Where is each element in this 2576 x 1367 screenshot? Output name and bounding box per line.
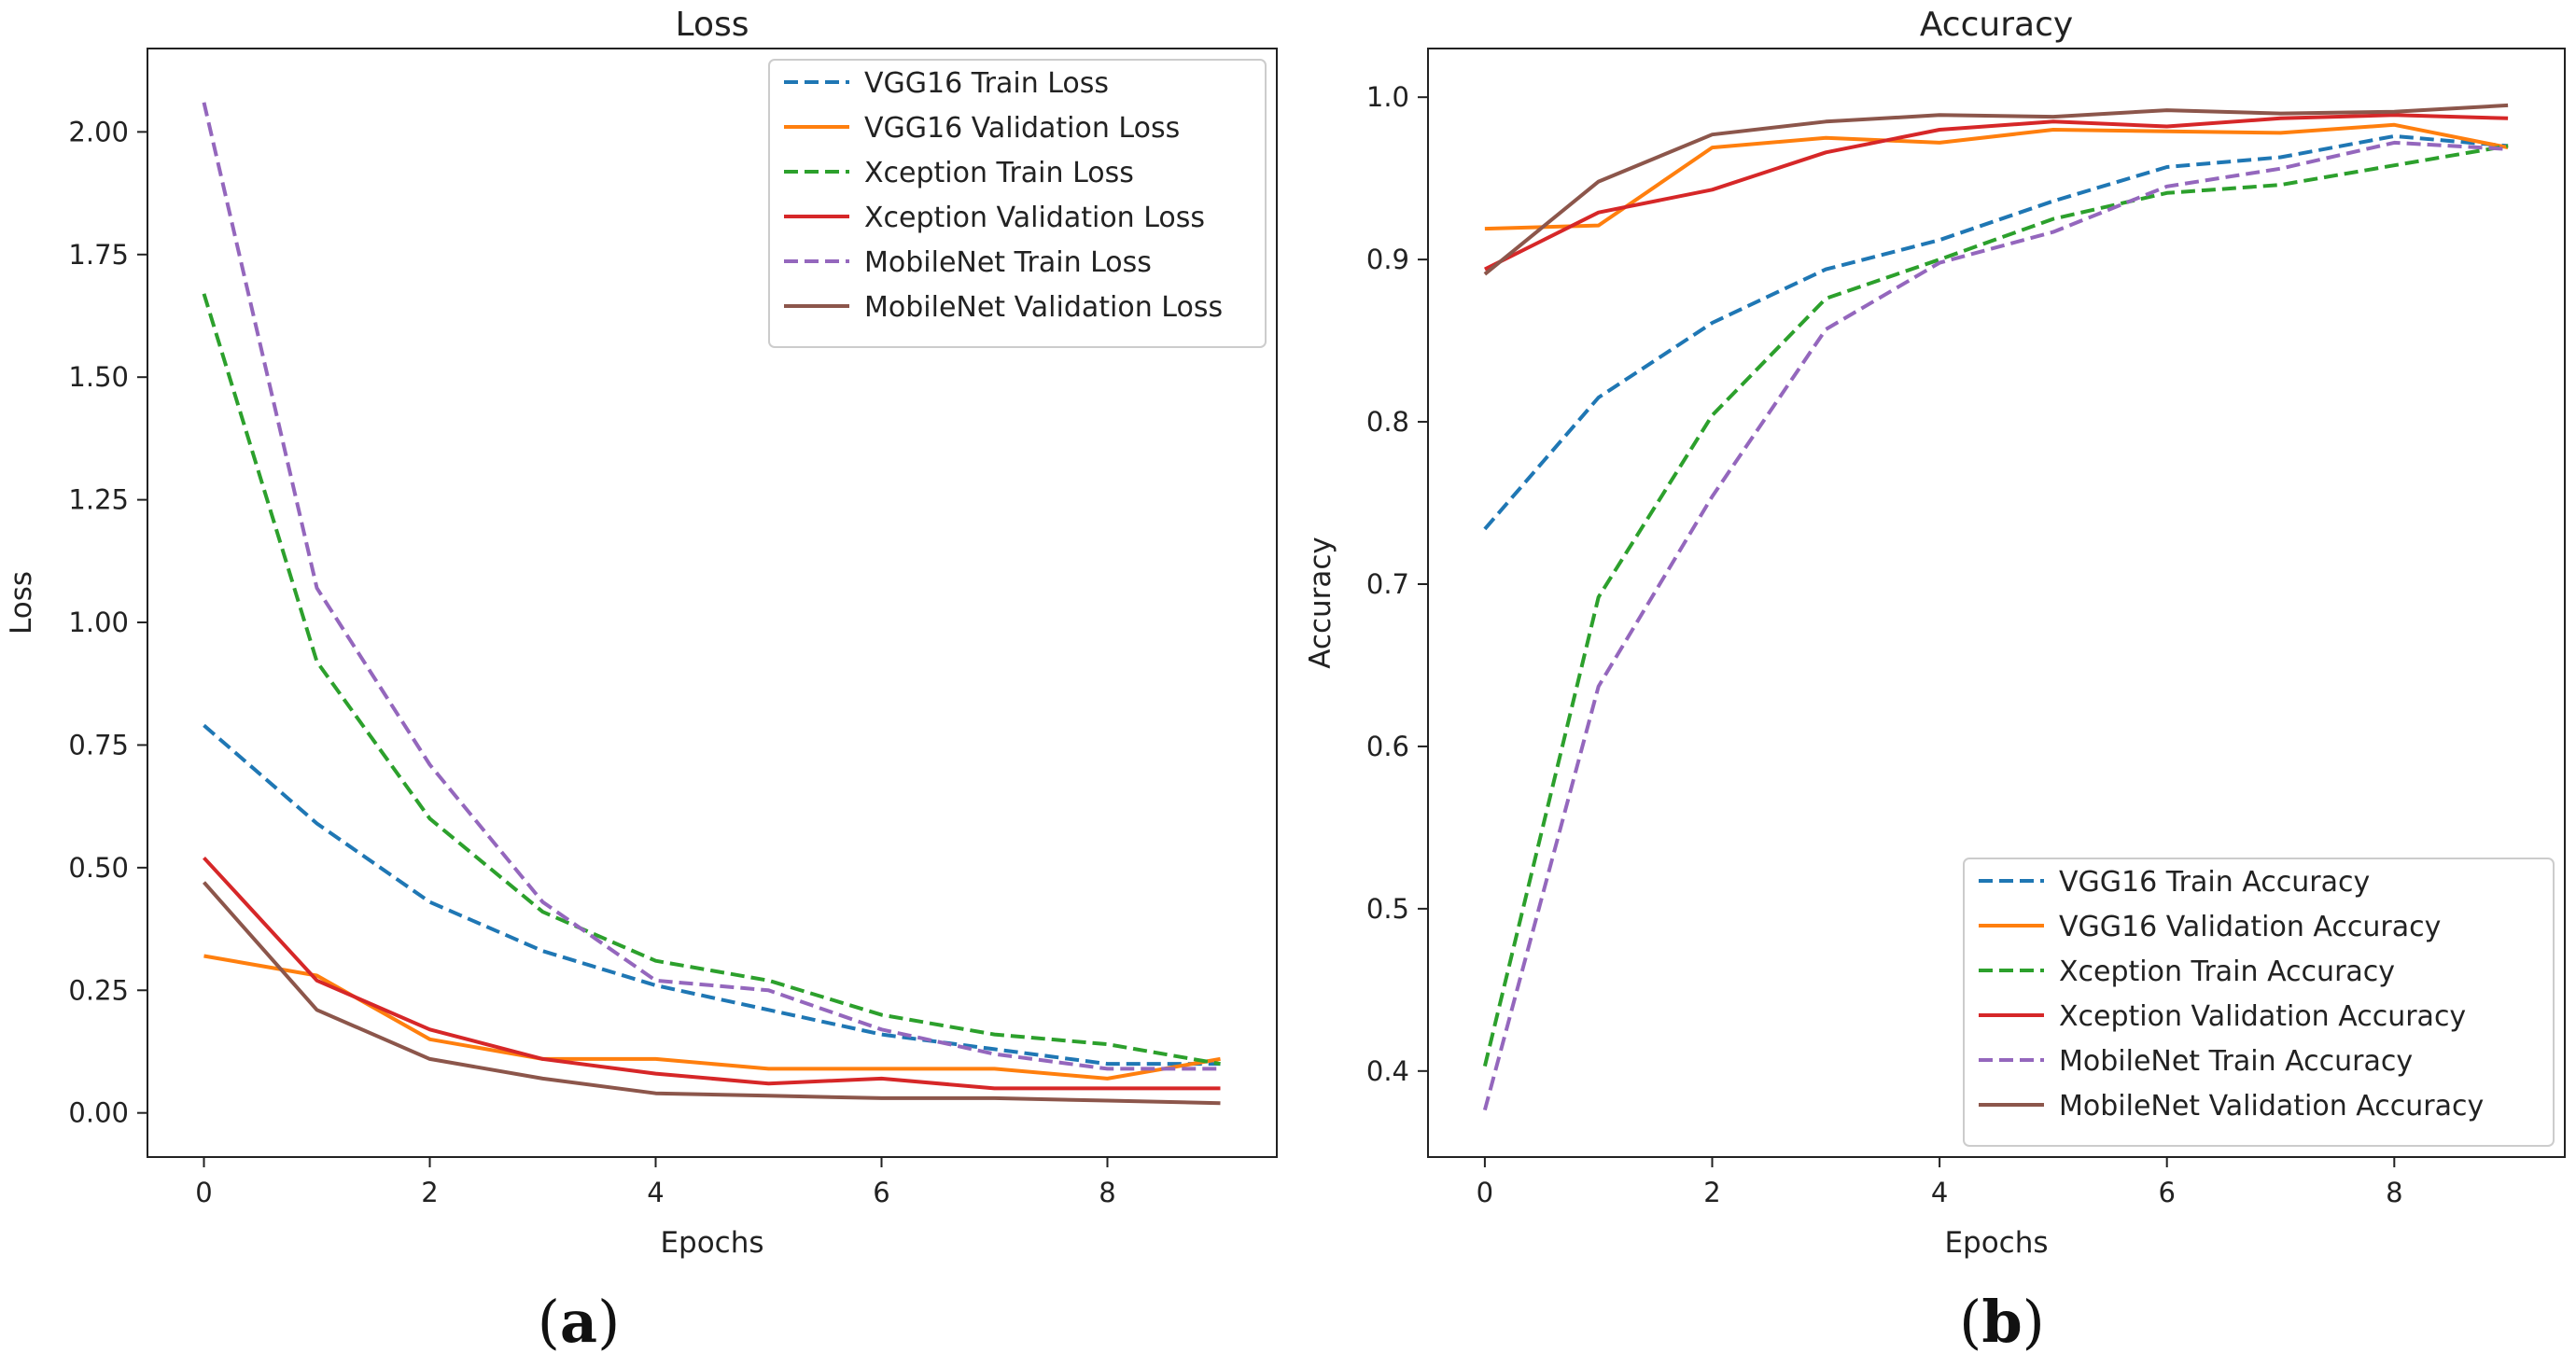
series-line-4 bbox=[1484, 113, 2509, 272]
series-line-3 bbox=[202, 293, 1221, 1067]
legend-entry: Xception Train Accuracy bbox=[2059, 956, 2395, 988]
legend-frame bbox=[768, 59, 1267, 348]
x-tick-label: 0 bbox=[1477, 1177, 1493, 1208]
x-tick-label: 0 bbox=[195, 1177, 212, 1208]
x-tick-label: 4 bbox=[1931, 1177, 1948, 1208]
panel-label: (b) bbox=[1959, 1288, 2045, 1356]
series-line-4 bbox=[203, 856, 1221, 1091]
y-tick-label: 0.5 bbox=[1366, 893, 1409, 925]
legend-entry: Xception Validation Accuracy bbox=[2059, 1000, 2466, 1033]
legend-entry: MobileNet Train Accuracy bbox=[2059, 1045, 2413, 1078]
legend-entry: MobileNet Validation Accuracy bbox=[2059, 1090, 2484, 1123]
panel-label-open: ( bbox=[1959, 1288, 1981, 1356]
plot-frame bbox=[1427, 48, 2566, 1158]
series-line-1 bbox=[1483, 133, 2509, 531]
legend-entry: MobileNet Train Loss bbox=[864, 246, 1152, 279]
y-tick-label: 1.50 bbox=[68, 361, 129, 393]
chart-panel-2: Accuracy 0 2 4 6 8 0.4 0.5 0.6 0.7 0.8 0.9 1.0 Epochs… bbox=[1304, 6, 2566, 1356]
legend: VGG16 Train Accuracy VGG16 Validation Acc… bbox=[1963, 858, 2555, 1147]
panel-label-letter: a bbox=[560, 1288, 597, 1356]
plot-frame bbox=[147, 48, 1278, 1158]
x-tick-label: 8 bbox=[2386, 1177, 2402, 1208]
series-line-2 bbox=[203, 954, 1221, 1081]
y-axis-label: Accuracy bbox=[1304, 537, 1337, 669]
legend-entry: VGG16 Validation Accuracy bbox=[2059, 911, 2441, 943]
y-tick-label: 0.00 bbox=[68, 1097, 129, 1129]
chart-panel-1: Loss 0 2 4 6 8 0.00 0.25 0.50 0.75 1.00 1.25 1.50 1.7… bbox=[5, 6, 1278, 1356]
y-tick-label: 0.8 bbox=[1366, 406, 1409, 438]
legend-entry: Xception Train Loss bbox=[864, 157, 1134, 189]
y-tick-label: 0.75 bbox=[68, 729, 129, 760]
legend: VGG16 Train Loss VGG16 Validation Loss Xce… bbox=[768, 59, 1267, 348]
y-tick-label: 0.50 bbox=[68, 852, 129, 884]
y-tick-label: 1.00 bbox=[68, 607, 129, 638]
series-line-3 bbox=[1482, 144, 2509, 1067]
y-tick-label: 0.9 bbox=[1366, 244, 1409, 275]
x-tick-label: 4 bbox=[647, 1177, 664, 1208]
x-tick-label: 6 bbox=[2158, 1177, 2175, 1208]
series-line-5 bbox=[1482, 140, 2509, 1111]
legend-entry: VGG16 Train Accuracy bbox=[2059, 866, 2370, 899]
y-tick-label: 0.4 bbox=[1366, 1055, 1409, 1087]
x-tick-label: 2 bbox=[421, 1177, 438, 1208]
legend-frame bbox=[1963, 858, 2555, 1147]
panel-label-close: ) bbox=[2023, 1288, 2045, 1356]
y-tick-label: 0.25 bbox=[68, 974, 129, 1006]
series-line-2 bbox=[1484, 122, 2509, 231]
series-line-6 bbox=[203, 881, 1221, 1106]
legend-entry: MobileNet Validation Loss bbox=[864, 291, 1223, 324]
legend-entry: VGG16 Train Loss bbox=[864, 67, 1109, 100]
x-tick-label: 8 bbox=[1099, 1177, 1115, 1208]
y-tick-label: 0.6 bbox=[1366, 731, 1409, 762]
x-tick-label: 6 bbox=[873, 1177, 889, 1208]
x-axis-label: Epochs bbox=[660, 1226, 763, 1260]
x-axis-label: Epochs bbox=[1944, 1226, 2048, 1260]
x-tick-label: 2 bbox=[1703, 1177, 1720, 1208]
y-tick-label: 1.0 bbox=[1366, 81, 1409, 113]
y-tick-label: 1.25 bbox=[68, 484, 129, 516]
chart-title: Accuracy bbox=[1920, 6, 2073, 44]
y-tick-label: 0.7 bbox=[1366, 568, 1409, 600]
chart-title: Loss bbox=[676, 6, 749, 44]
y-axis-label: Loss bbox=[5, 571, 38, 635]
series-line-5 bbox=[202, 102, 1221, 1071]
legend-entry: VGG16 Validation Loss bbox=[864, 112, 1180, 145]
y-tick-label: 2.00 bbox=[68, 116, 129, 147]
legend-entry: Xception Validation Loss bbox=[864, 202, 1205, 234]
panel-label-letter: b bbox=[1981, 1288, 2022, 1356]
y-tick-label: 1.75 bbox=[68, 239, 129, 271]
series-line-1 bbox=[203, 723, 1221, 1067]
panel-label-close: ) bbox=[597, 1288, 620, 1356]
panel-label-open: ( bbox=[538, 1288, 560, 1356]
series-line-6 bbox=[1483, 103, 2509, 276]
panel-label: (a) bbox=[538, 1288, 621, 1356]
